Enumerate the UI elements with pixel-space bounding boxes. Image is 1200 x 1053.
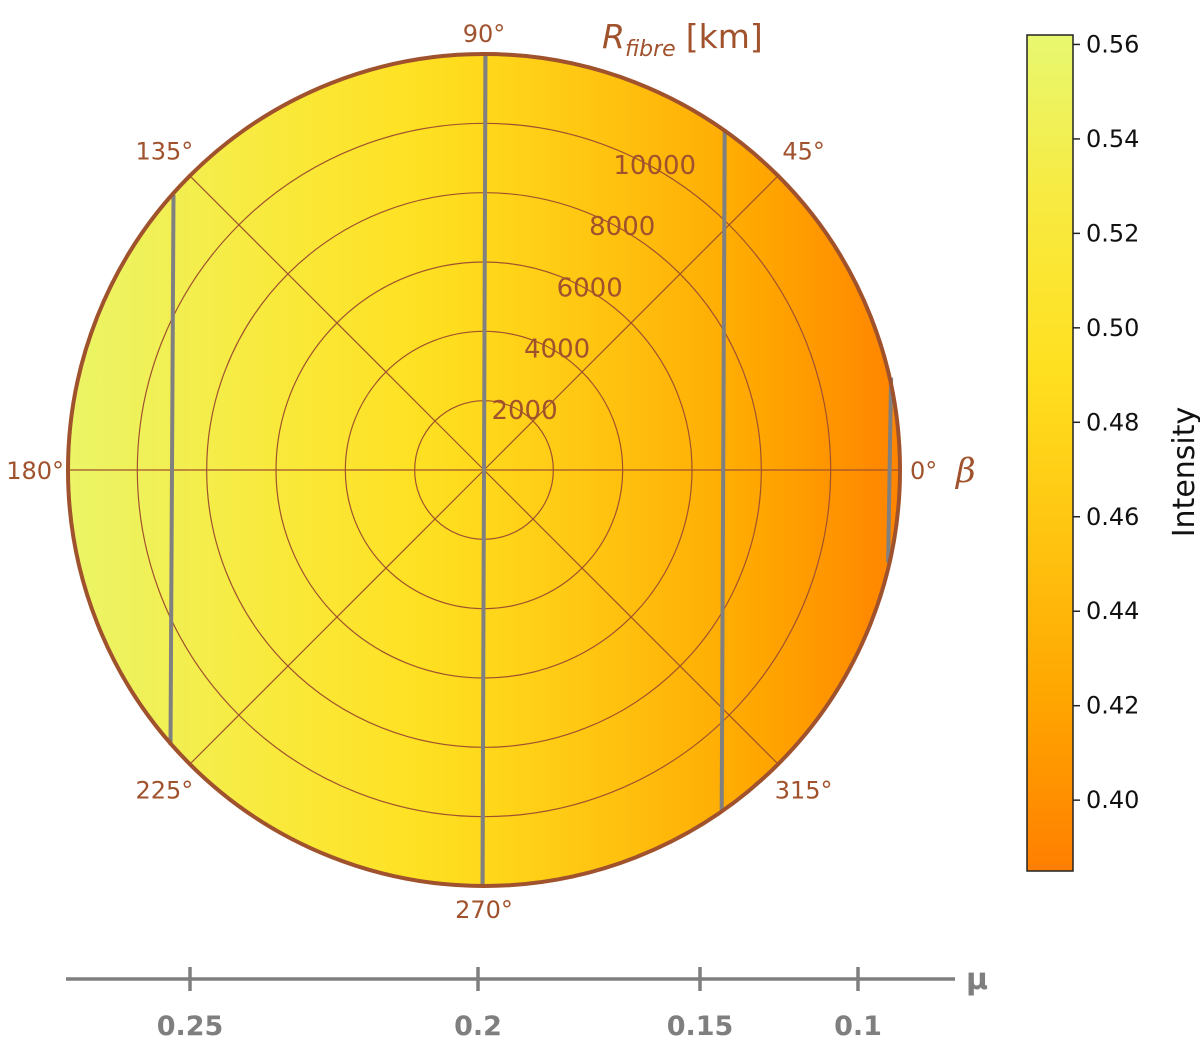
- colorbar-tick-label: 0.40: [1086, 786, 1139, 814]
- angular-grid-spoke: [483, 175, 779, 471]
- colorbar-tick-label: 0.52: [1086, 219, 1139, 247]
- radial-tick-label: 6000: [557, 273, 623, 303]
- angular-grid-spoke: [189, 175, 485, 471]
- radial-axis-title-unit: [km]: [686, 17, 763, 56]
- mu-contour-line: [719, 129, 727, 811]
- colorbar-tick-label: 0.46: [1086, 503, 1139, 531]
- angular-tick-label: 315°: [775, 777, 833, 805]
- angular-tick-label: 180°: [6, 457, 64, 485]
- radial-axis-title-symbol: R: [602, 17, 625, 56]
- colorbar-tick-label: 0.48: [1086, 408, 1139, 436]
- colorbar-tick-label: 0.54: [1086, 125, 1139, 153]
- radial-axis-title-subscript: fibre: [625, 37, 676, 62]
- angular-axis-label: β: [954, 451, 976, 491]
- radial-tick-label: 10000: [613, 151, 696, 181]
- angular-tick-label: 90°: [463, 20, 506, 48]
- mu-axis-tick-label: 0.1: [834, 1011, 882, 1042]
- colorbar-tick-label: 0.42: [1086, 692, 1139, 720]
- angular-tick-label: 0°: [910, 457, 937, 485]
- angular-tick-label: 270°: [455, 896, 513, 924]
- mu-axis-tick-label: 0.25: [157, 1011, 224, 1042]
- colorbar-tick-label: 0.50: [1086, 314, 1139, 342]
- angular-grid-spoke: [483, 469, 779, 765]
- angular-grid-spoke: [189, 469, 485, 765]
- disk-border: [66, 52, 902, 888]
- radial-tick-label: 8000: [589, 212, 655, 242]
- angular-tick-label: 45°: [782, 137, 825, 165]
- radial-tick-label: 4000: [524, 335, 590, 365]
- colorbar-title: Intensity: [1167, 407, 1200, 538]
- radial-axis-title: Rfibre [km]: [602, 17, 763, 62]
- colorbar-tick-label: 0.56: [1086, 30, 1139, 58]
- mu-contour-line: [168, 194, 176, 746]
- colorbar: [1026, 34, 1074, 872]
- angular-tick-label: 225°: [135, 777, 193, 805]
- mu-contour-line: [886, 377, 894, 563]
- radial-tick-label: 2000: [491, 396, 557, 426]
- mu-axis-tick-label: 0.2: [454, 1011, 502, 1042]
- colorbar-tick-label: 0.44: [1086, 597, 1139, 625]
- angular-tick-label: 135°: [135, 137, 193, 165]
- mu-contour-line: [480, 53, 488, 887]
- mu-axis-tick-label: 0.15: [667, 1011, 734, 1042]
- mu-axis-label: μ: [966, 962, 988, 997]
